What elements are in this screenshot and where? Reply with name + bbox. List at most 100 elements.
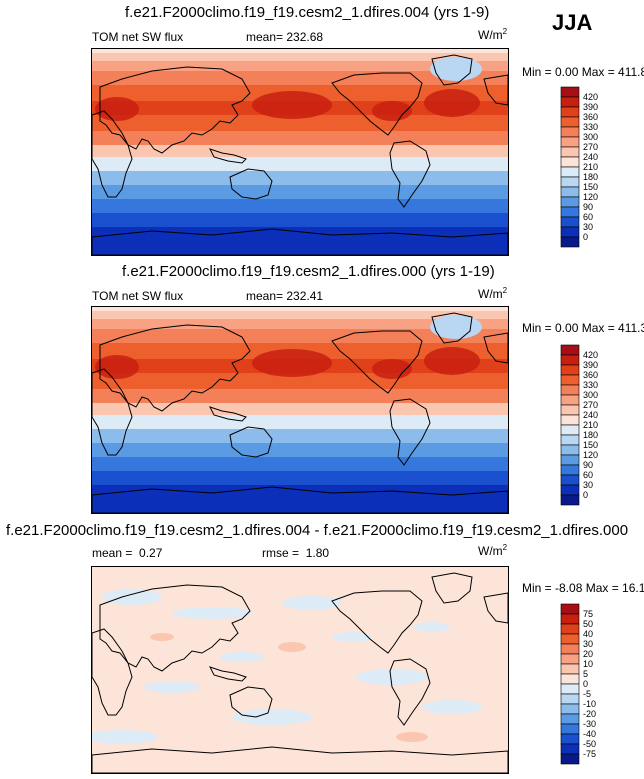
coastline [331,590,423,654]
field-band [92,145,508,157]
field-hotspot [372,101,412,121]
panel3-minmax: Min = -8.08 Max = 16.11 [522,581,644,595]
coastline [92,628,133,716]
colorbar-swatch [560,206,580,218]
colorbar-tick-label: 240 [583,152,598,162]
units-sup: 2 [502,543,508,552]
field-anomaly [232,709,312,725]
colorbar-swatch [560,444,580,456]
colorbar-swatch [560,354,580,366]
colorbar-tick-label: -5 [583,689,591,699]
colorbar-swatch [560,633,580,645]
colorbar-tick-label: 50 [583,619,593,629]
field-band [92,71,508,85]
field-anomaly [172,607,252,619]
colorbar-swatch [560,116,580,128]
colorbar-tick-label: 5 [583,669,588,679]
coastline [431,572,473,604]
field-hotspot [252,349,332,377]
colorbar-swatch [560,434,580,446]
panel3-mean: mean = 0.27 [92,546,162,560]
colorbar-tick-label: 30 [583,639,593,649]
field-hotspot [95,97,139,121]
colorbar-swatch [560,126,580,138]
field-hotspot [372,359,412,379]
colorbar-tick-label: 390 [583,360,598,370]
colorbar-tick-label: 330 [583,122,598,132]
colorbar-swatch [560,683,580,695]
colorbar-tick-label: 150 [583,182,598,192]
coastline [229,686,273,718]
field-band [92,311,508,319]
field-band [92,403,508,415]
field-band [92,185,508,199]
colorbar-swatch [560,723,580,735]
panel3-rmse: rmse = 1.80 [262,546,329,560]
coastline [99,584,251,672]
coastline [431,54,473,86]
units-text: W/m [478,28,503,42]
colorbar-tick-label: 360 [583,112,598,122]
colorbar-tick-label: 20 [583,649,593,659]
colorbar-tick-label: 120 [583,450,598,460]
field-anomaly [220,652,264,662]
field-band [92,157,508,171]
panel1-title: f.e21.F2000climo.f19_f19.cesm2_1.dfires.… [125,4,490,21]
colorbar-swatch [560,613,580,625]
colorbar-swatch [560,494,580,506]
field-anomaly [92,730,158,744]
field-band [92,457,508,471]
coastline [92,486,508,513]
coastline [431,312,473,344]
coastline [229,168,273,200]
colorbar-tick-label: 75 [583,609,593,619]
colorbar-tick-label: 60 [583,470,593,480]
panel1-mean: mean= 232.68 [246,30,323,44]
field-band [92,307,508,311]
colorbar-swatch [560,384,580,396]
panel1-map [91,48,509,256]
coastline [389,658,431,726]
panel3-units: W/m2 [478,543,507,558]
field-anomaly [102,589,162,605]
colorbar-tick-label: 180 [583,172,598,182]
panel2-mean: mean= 232.41 [246,289,323,303]
colorbar-swatch [560,693,580,705]
field-anomaly-positive [150,633,174,641]
panel3-rmse-value: 1.80 [305,546,330,560]
colorbar-swatch [560,176,580,188]
colorbar-swatch [560,663,580,675]
panel1-variable: TOM net SW flux [92,30,184,44]
field-hotspot [424,89,480,117]
colorbar-swatch [560,733,580,745]
panel1-units: W/m2 [478,27,507,42]
colorbar-swatch [560,106,580,118]
field-hotspot [95,355,139,379]
coastline [483,74,508,106]
colorbar-swatch [560,196,580,208]
panel2-colorbar: 420 390 360 330 300 270 240 210 180 150 120 90 60 30 0 [560,344,611,511]
colorbar-swatch [560,374,580,386]
colorbar-tick-label: 210 [583,420,598,430]
field-band [92,471,508,485]
colorbar-tick-label: 0 [583,232,588,242]
colorbar-swatch [560,703,580,715]
coastline [331,72,423,136]
colorbar-swatch [560,454,580,466]
colorbar-swatch [560,364,580,376]
panel2-map [91,306,509,514]
colorbar-swatch [560,156,580,168]
colorbar-tick-label: 10 [583,659,593,669]
units-text: W/m [478,544,503,558]
coastline [483,332,508,364]
panel3-mean-value: 0.27 [139,546,163,560]
field-band [92,329,508,343]
colorbar-swatch [560,484,580,496]
colorbar-swatch [560,96,580,108]
colorbar-swatch [560,404,580,416]
panel2-mean-label: mean= [246,289,284,303]
field-band [92,213,508,227]
colorbar-tick-label: 30 [583,480,593,490]
colorbar-tick-label: -20 [583,709,596,719]
field-band [92,171,508,185]
